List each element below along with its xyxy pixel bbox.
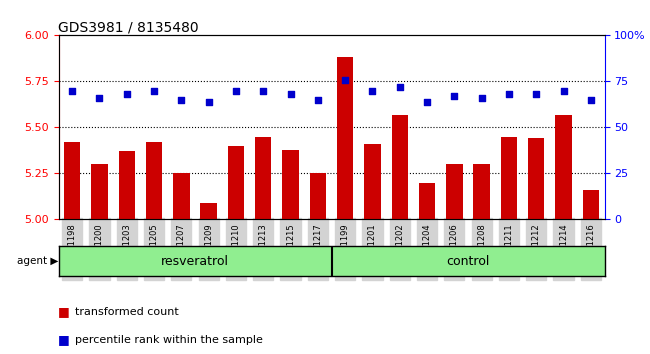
Bar: [118, 152, 135, 219]
Bar: [555, 115, 572, 219]
Bar: [419, 183, 436, 219]
Bar: [58, 246, 332, 276]
Bar: [91, 164, 108, 219]
Bar: [391, 115, 408, 219]
Point: [586, 97, 596, 103]
Bar: [332, 246, 604, 276]
Text: ■: ■: [58, 305, 74, 318]
Point: [531, 91, 541, 97]
Bar: [255, 137, 272, 219]
Bar: [282, 149, 299, 219]
Bar: [64, 142, 81, 219]
Point: [285, 91, 296, 97]
Bar: [337, 57, 354, 219]
Point: [449, 93, 460, 99]
Point: [149, 88, 159, 93]
Bar: [173, 173, 190, 219]
Point: [231, 88, 241, 93]
Point: [340, 77, 350, 82]
Point: [476, 95, 487, 101]
Point: [367, 88, 378, 93]
Bar: [146, 142, 162, 219]
Text: control: control: [447, 255, 489, 268]
Bar: [582, 190, 599, 219]
Point: [176, 97, 187, 103]
Bar: [200, 203, 217, 219]
Point: [313, 97, 323, 103]
Bar: [364, 144, 381, 219]
Point: [122, 91, 132, 97]
Bar: [528, 138, 545, 219]
Bar: [309, 173, 326, 219]
Text: percentile rank within the sample: percentile rank within the sample: [75, 335, 263, 345]
Point: [94, 95, 105, 101]
Point: [422, 99, 432, 104]
Point: [558, 88, 569, 93]
Point: [504, 91, 514, 97]
Bar: [446, 164, 463, 219]
Bar: [227, 146, 244, 219]
Text: resveratrol: resveratrol: [161, 255, 229, 268]
Point: [203, 99, 214, 104]
Point: [67, 88, 77, 93]
Point: [395, 84, 405, 90]
Bar: [500, 137, 517, 219]
Text: ■: ■: [58, 333, 74, 346]
Text: GDS3981 / 8135480: GDS3981 / 8135480: [58, 20, 199, 34]
Point: [258, 88, 268, 93]
Text: agent ▶: agent ▶: [17, 256, 58, 266]
Bar: [473, 164, 490, 219]
Text: transformed count: transformed count: [75, 307, 179, 316]
